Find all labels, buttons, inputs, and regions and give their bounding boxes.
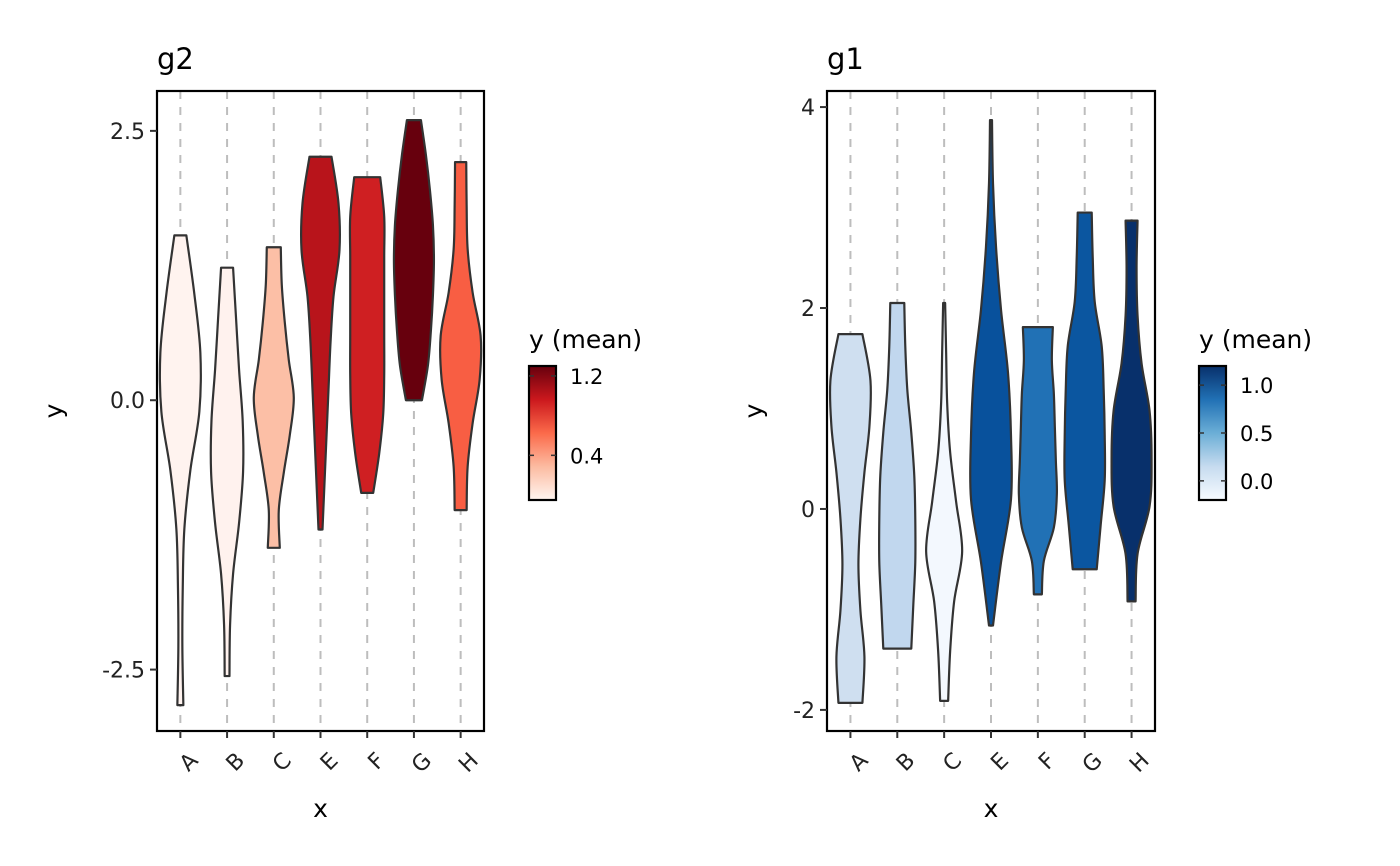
- violin-E: [969, 119, 1013, 627]
- y-tick-label: 0: [801, 498, 815, 523]
- legend-title: y (mean): [529, 325, 642, 354]
- y-axis-label: y: [739, 403, 768, 418]
- violin-A: [828, 333, 873, 704]
- violin-C: [925, 301, 964, 702]
- violin-B: [209, 266, 245, 678]
- legend-tick-label: 1.0: [1240, 374, 1273, 398]
- legend-colorbar: [527, 364, 558, 502]
- y-tick-label: 4: [801, 96, 815, 121]
- y-tick-label: 2.5: [110, 120, 145, 145]
- x-tick-label: C: [268, 748, 297, 777]
- legend-tick-label: 0.5: [1240, 422, 1273, 446]
- legend-tick-label: 0.4: [570, 444, 603, 468]
- violin-B: [877, 301, 917, 650]
- x-tick-label: E: [316, 748, 344, 776]
- x-axis-label: x: [984, 794, 999, 823]
- x-axis-label: x: [313, 794, 328, 823]
- violin-G: [392, 118, 436, 402]
- violin-H: [1110, 219, 1153, 603]
- y-axis-label: y: [39, 403, 68, 418]
- x-tick-label: H: [454, 748, 483, 777]
- violin-G: [1063, 211, 1107, 571]
- x-tick-label: H: [1125, 748, 1154, 777]
- legend-tick-label: 1.2: [570, 365, 603, 389]
- panel-g2: g2 2.5 0.0 -2.5 A B C E F G Hx y y (mean) 1.2 0.4: [39, 42, 642, 823]
- x-tick-label: F: [364, 748, 391, 775]
- panel-g1: g1 4 2 0 -2 A B C E F G Hx y y (mean) 1.0 0.5 0.0: [739, 42, 1312, 823]
- x-tick-label: G: [1078, 748, 1108, 778]
- violin-F: [348, 176, 386, 494]
- panel-title: g1: [827, 42, 864, 76]
- x-tick-label: E: [986, 748, 1014, 776]
- violin-F: [1017, 326, 1059, 596]
- x-tick-label: A: [175, 748, 203, 776]
- y-tick-label: 2: [801, 297, 815, 322]
- y-tick-label: -2.5: [102, 659, 145, 684]
- x-tick-label: G: [407, 748, 437, 778]
- panel-title: g2: [157, 42, 194, 76]
- x-tick-label: C: [939, 748, 968, 777]
- x-tick-label: F: [1034, 748, 1061, 775]
- legend-tick-label: 0.0: [1240, 470, 1273, 494]
- violin-C: [252, 246, 295, 549]
- y-tick-label: -2: [793, 699, 815, 724]
- x-tick-label: B: [892, 748, 920, 776]
- x-tick-label: B: [222, 748, 250, 776]
- violin-A: [158, 234, 202, 707]
- y-tick-label: 0.0: [110, 389, 145, 414]
- violin-H: [438, 161, 483, 512]
- violin-E: [299, 155, 342, 531]
- x-tick-label: A: [845, 748, 873, 776]
- legend-title: y (mean): [1199, 325, 1312, 354]
